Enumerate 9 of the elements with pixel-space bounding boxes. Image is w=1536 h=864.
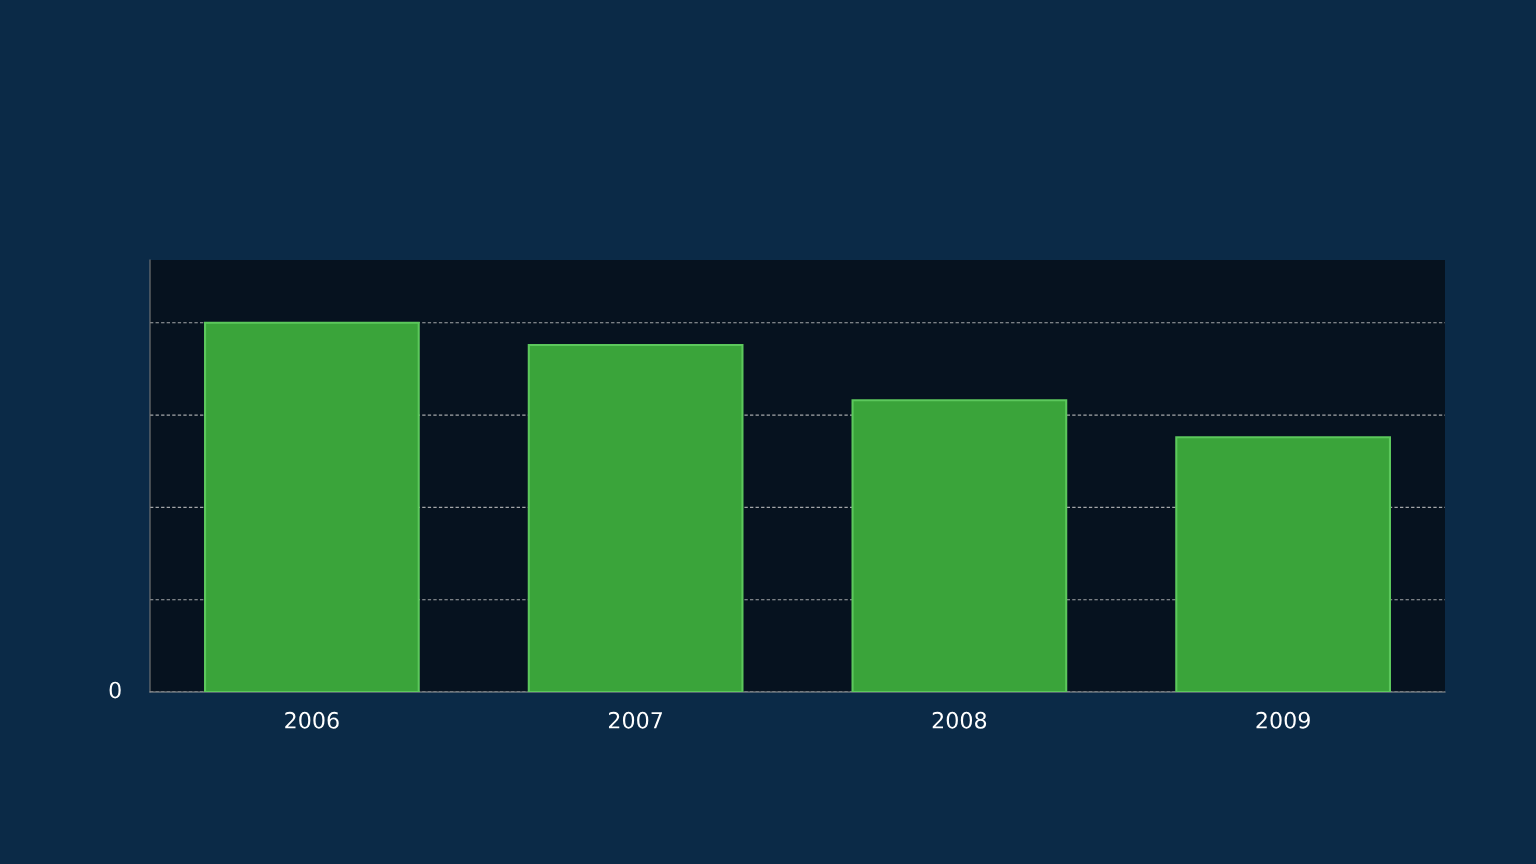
x-tick-label: 2006 [285,711,339,729]
bar [527,343,744,692]
x-tick-label: 2009 [1256,711,1310,729]
bar [851,399,1068,692]
text: 0 [109,681,121,699]
bar [1175,436,1391,692]
bar [204,321,420,692]
x-tick-label: 2008 [932,711,987,729]
x-tick-label: 2007 [608,711,662,729]
